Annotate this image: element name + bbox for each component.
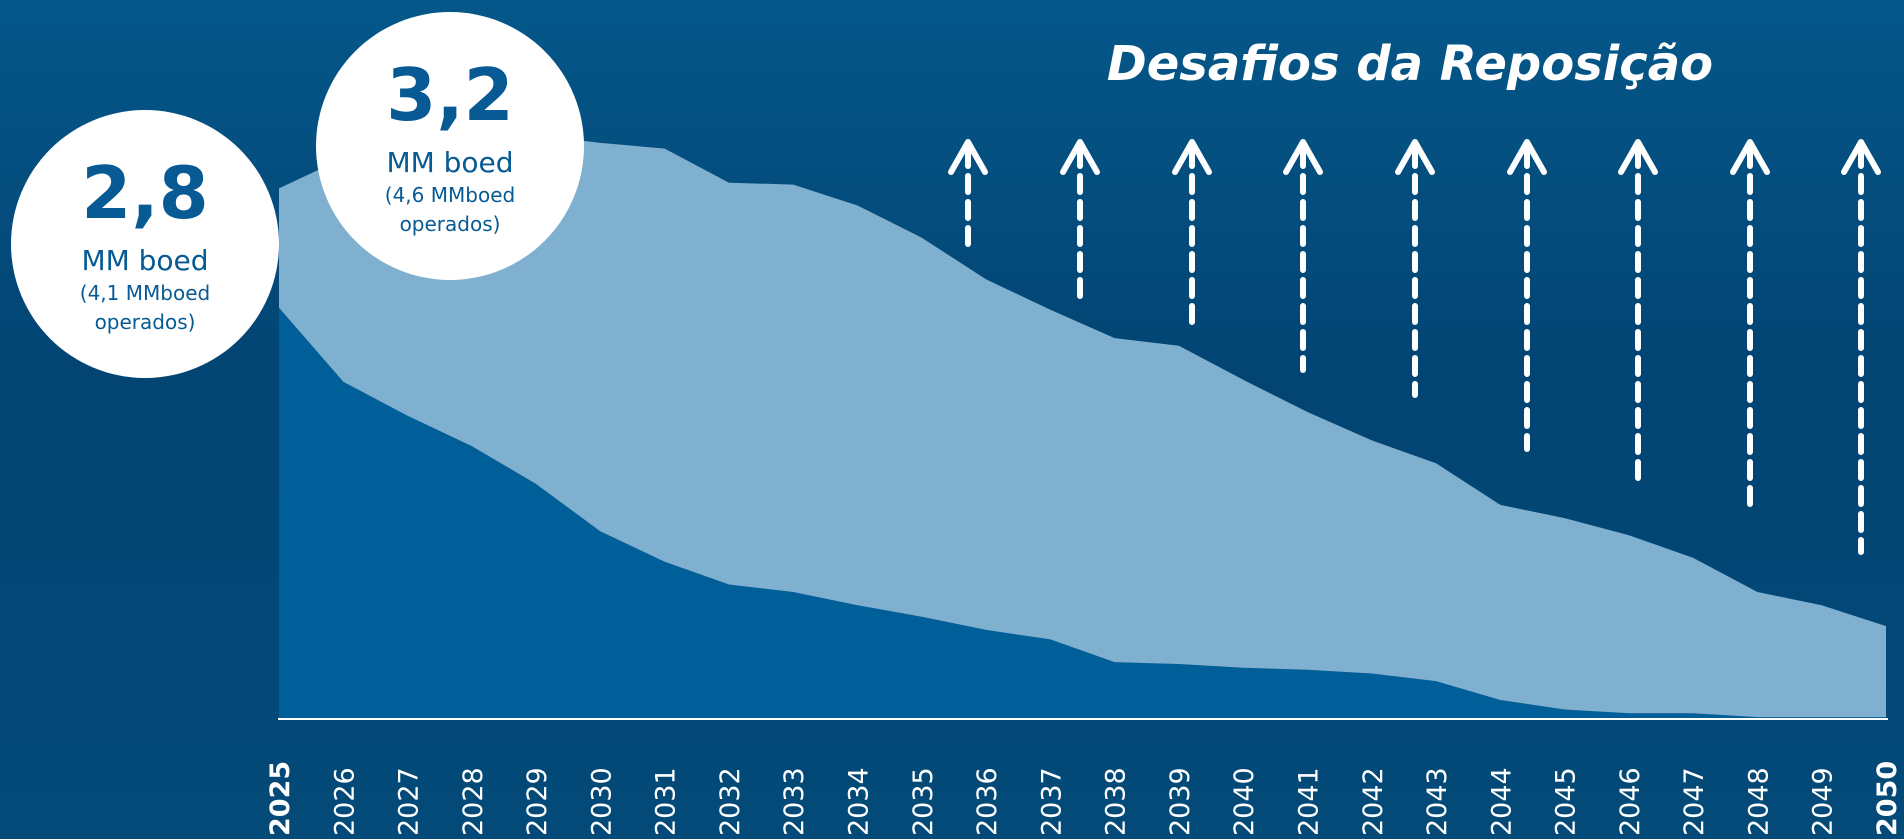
x-tick-label: 2045 bbox=[1551, 767, 1582, 836]
x-tick-label: 2047 bbox=[1679, 767, 1710, 836]
callout-value: 2,8 bbox=[81, 151, 209, 235]
x-tick-label: 2036 bbox=[972, 767, 1003, 836]
x-tick-label: 2025 bbox=[265, 761, 296, 836]
x-tick-label: 2034 bbox=[844, 767, 875, 836]
arrow-head bbox=[1172, 139, 1212, 175]
callout-circle bbox=[11, 110, 279, 378]
area bbox=[279, 135, 1886, 718]
callout-unit: MM boed bbox=[386, 146, 513, 179]
x-tick-label: 2039 bbox=[1165, 767, 1196, 836]
x-tick-label: 2026 bbox=[329, 767, 360, 836]
x-tick-label: 2037 bbox=[1036, 767, 1067, 836]
callout-circle bbox=[316, 12, 584, 280]
x-tick-label: 2049 bbox=[1808, 767, 1839, 836]
callout-note: (4,6 MMboed bbox=[385, 183, 515, 207]
x-tick-label: 2027 bbox=[394, 767, 425, 836]
x-tick-label: 2031 bbox=[651, 767, 682, 836]
arrow-head bbox=[1841, 139, 1881, 175]
x-tick-label: 2038 bbox=[1101, 767, 1132, 836]
arrow-head bbox=[1730, 139, 1770, 175]
arrow-head bbox=[1618, 139, 1658, 175]
callout-note: operados) bbox=[400, 212, 501, 236]
x-tick-label: 2041 bbox=[1293, 767, 1324, 836]
arrow-head bbox=[1060, 139, 1100, 175]
x-tick-label: 2046 bbox=[1615, 767, 1646, 836]
x-tick-label: 2030 bbox=[586, 767, 617, 836]
x-tick-label: 2042 bbox=[1358, 767, 1389, 836]
arrow-head bbox=[1395, 139, 1435, 175]
x-tick-label: 2035 bbox=[908, 767, 939, 836]
arrow-head bbox=[1507, 139, 1547, 175]
x-tick-label: 2044 bbox=[1486, 767, 1517, 836]
callout-note: (4,1 MMboed bbox=[80, 281, 210, 305]
callout-unit: MM boed bbox=[81, 244, 208, 277]
x-tick-label: 2033 bbox=[779, 767, 810, 836]
arrow-head bbox=[1283, 139, 1323, 175]
x-tick-label: 2043 bbox=[1422, 767, 1453, 836]
x-tick-label: 2032 bbox=[715, 767, 746, 836]
arrow-head bbox=[948, 139, 988, 175]
area bbox=[279, 307, 1886, 719]
chart-title: Desafios da Reposição bbox=[1107, 36, 1713, 92]
callout-note: operados) bbox=[95, 310, 196, 334]
x-tick-label: 2048 bbox=[1743, 767, 1774, 836]
x-tick-label: 2029 bbox=[522, 767, 553, 836]
x-tick-label: 2050 bbox=[1872, 761, 1903, 836]
callout-value: 3,2 bbox=[386, 53, 514, 137]
x-tick-label: 2028 bbox=[458, 767, 489, 836]
x-tick-label: 2040 bbox=[1229, 767, 1260, 836]
